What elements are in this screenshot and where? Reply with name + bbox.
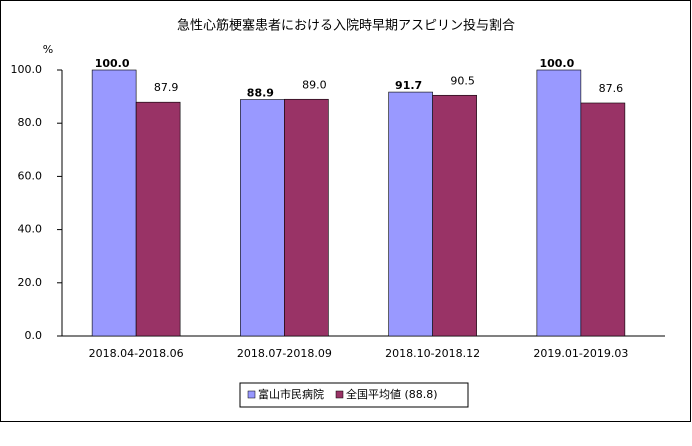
bar (135, 101, 181, 337)
data-label: 87.9 (154, 81, 179, 94)
bar (580, 102, 626, 337)
data-label: 88.9 (247, 87, 274, 100)
bar (432, 94, 477, 337)
data-label: 91.7 (395, 79, 422, 92)
x-tick-label: 2018.07-2018.09 (237, 347, 332, 360)
y-tick-label: 0.0 (25, 329, 43, 342)
data-label: 100.0 (95, 57, 130, 70)
x-tick-label: 2018.04-2018.06 (89, 347, 184, 360)
y-tick-label: 80.0 (18, 116, 43, 129)
legend-label: 全国平均値 (88.8) (346, 387, 438, 401)
y-tick-label: 100.0 (11, 63, 43, 76)
bar (536, 69, 582, 337)
bar (240, 99, 285, 337)
legend-swatch (335, 390, 344, 399)
y-unit: % (43, 43, 53, 56)
x-tick-label: 2019.01-2019.03 (533, 347, 628, 360)
legend-swatch (247, 390, 256, 399)
x-tick-label: 2018.10-2018.12 (385, 347, 480, 360)
y-tick-label: 60.0 (18, 169, 43, 182)
y-tick-label: 40.0 (18, 223, 43, 236)
chart-title: 急性心筋梗塞患者における入院時早期アスピリン投与割合 (177, 18, 515, 34)
bar (91, 69, 137, 337)
legend-box (239, 382, 469, 408)
y-tick-label: 20.0 (18, 276, 43, 289)
bar (388, 91, 433, 337)
data-label: 87.6 (599, 82, 624, 95)
data-label: 100.0 (539, 57, 574, 70)
bar (284, 98, 329, 337)
data-label: 89.0 (302, 78, 327, 91)
data-label: 90.5 (450, 74, 475, 87)
legend-label: 富山市民病院 (258, 387, 324, 401)
